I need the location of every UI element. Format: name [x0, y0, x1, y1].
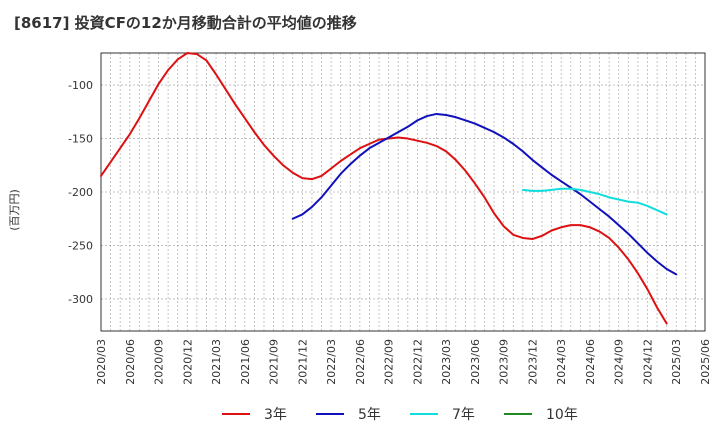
- x-tick-label: 2024/03: [555, 339, 568, 385]
- x-tick-label: 2023/03: [440, 339, 453, 385]
- plot-frame: [100, 52, 706, 332]
- series-line-7年: [521, 187, 668, 216]
- y-tick-label: -100: [68, 79, 93, 92]
- y-tick-label: -300: [68, 293, 93, 306]
- x-tick-label: 2024/12: [641, 339, 654, 385]
- series-line-5年: [291, 112, 678, 276]
- x-tick-label: 2022/12: [411, 339, 424, 385]
- x-tick-label: 2020/12: [181, 339, 194, 385]
- x-tick-label: 2020/03: [95, 339, 108, 385]
- x-tick-label: 2022/06: [354, 339, 367, 385]
- x-tick-label: 2023/09: [498, 339, 511, 385]
- x-tick-label: 2022/03: [325, 339, 338, 385]
- x-tick-label: 2021/06: [239, 339, 252, 385]
- legend-label: 3年: [264, 407, 287, 423]
- y-tick-label: -250: [68, 239, 93, 252]
- x-tick-label: 2023/06: [469, 339, 482, 385]
- chart-title: [8617] 投資CFの12か月移動合計の平均値の推移: [14, 14, 357, 32]
- x-tick-label: 2021/03: [210, 339, 223, 385]
- series-line-3年: [100, 52, 668, 325]
- series-lines: [100, 52, 678, 325]
- x-tick-label: 2025/06: [699, 339, 712, 385]
- x-tick-label: 2020/09: [153, 339, 166, 385]
- legend-label: 7年: [452, 407, 475, 423]
- y-tick-label: -200: [68, 186, 93, 199]
- x-tick-label: 2023/12: [526, 339, 539, 385]
- legend-label: 5年: [358, 407, 381, 423]
- x-tick-label: 2025/03: [670, 339, 683, 385]
- grid-lines: [101, 53, 705, 331]
- legend: 3年 5年 7年 10年: [222, 407, 578, 423]
- x-tick-label: 2021/09: [268, 339, 281, 385]
- x-tick-label: 2024/06: [584, 339, 597, 385]
- x-axis-ticks: 2020/03 2020/06 2020/09 2020/12 2021/03 2021/…: [95, 339, 712, 385]
- x-tick-label: 2021/12: [296, 339, 309, 385]
- x-tick-label: 2022/09: [383, 339, 396, 385]
- y-axis-ticks: -100 -150 -200 -250 -300: [68, 79, 93, 306]
- x-tick-label: 2024/09: [613, 339, 626, 385]
- legend-label: 10年: [546, 407, 578, 423]
- x-tick-label: 2020/06: [124, 339, 137, 385]
- y-tick-label: -150: [68, 133, 93, 146]
